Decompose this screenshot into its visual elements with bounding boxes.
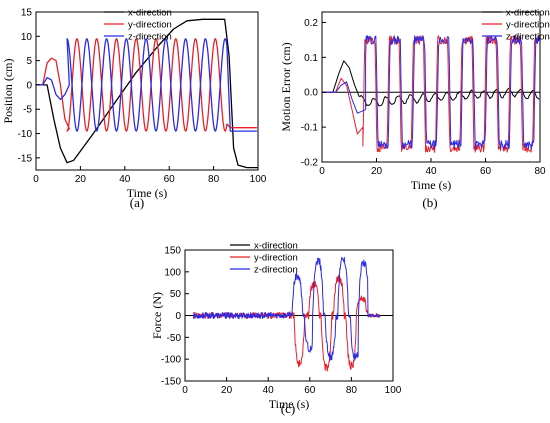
y-axis-label: Motion Error (cm) — [279, 42, 293, 131]
panel-label: (c) — [281, 401, 295, 416]
legend-label-y: y-direction — [506, 20, 550, 31]
x-tick-label: 60 — [480, 166, 492, 177]
y-tick-label: 150 — [164, 246, 181, 257]
series-line-z — [192, 256, 381, 361]
x-tick-label: 100 — [385, 385, 402, 396]
x-tick-label: 40 — [119, 174, 131, 185]
panel-a-position-chart: 0 20 40 60 80 100 -15 -10 -5 0 5 10 15 Time (s) Positi… — [1, 8, 267, 211]
x-tick-label: 40 — [425, 166, 437, 177]
y-tick-label: -10 — [18, 129, 33, 140]
y-tick-label: -0.1 — [301, 123, 319, 134]
series-line-y — [322, 35, 541, 153]
y-tick-label: 0 — [175, 311, 181, 322]
y-tick-label: 0 — [26, 80, 32, 91]
y-tick-label: 10 — [21, 32, 33, 43]
y-tick-label: 100 — [164, 267, 181, 278]
y-tick-label: 0.2 — [304, 18, 318, 29]
legend-label-y: y-direction — [128, 20, 172, 31]
x-tick-label: 80 — [208, 174, 220, 185]
y-tick-label: 5 — [26, 56, 32, 67]
y-tick-label: -100 — [161, 355, 181, 366]
plot-frame — [35, 11, 259, 171]
x-tick-label: 0 — [33, 174, 39, 185]
x-tick-label: 80 — [534, 166, 546, 177]
x-tick-label: 40 — [263, 385, 275, 396]
legend-label-z: z-direction — [506, 32, 550, 43]
x-tick-label: 100 — [250, 174, 267, 185]
panel-c-force-chart: 0 20 40 60 80 100 -150 -100 -50 0 50 100 150 Time (s)… — [150, 241, 402, 417]
panel-b-motion-error-chart: 0 20 40 60 80 -0.2 -0.1 0.0 0.1 0.2 Time (s) Motion… — [279, 8, 550, 211]
panel-label: (b) — [422, 195, 437, 210]
y-tick-label: 0.0 — [304, 88, 318, 99]
y-axis-label: Position (cm) — [1, 58, 15, 123]
y-tick-label: -150 — [161, 377, 181, 388]
y-tick-label: -5 — [23, 105, 32, 116]
legend-label-z: z-direction — [128, 32, 172, 43]
series-line-z — [36, 38, 257, 132]
x-tick-label: 0 — [319, 166, 325, 177]
x-tick-label: 60 — [304, 385, 316, 396]
x-tick-label: 20 — [75, 174, 87, 185]
legend-label-z: z-direction — [254, 265, 298, 276]
y-tick-label: -50 — [167, 333, 182, 344]
legend-label-y: y-direction — [254, 253, 298, 264]
y-axis-label: Force (N) — [150, 292, 164, 339]
legend-label-x: x-direction — [506, 8, 550, 19]
x-tick-label: 20 — [371, 166, 383, 177]
y-tick-label: -0.2 — [301, 158, 319, 169]
x-tick-label: 60 — [164, 174, 176, 185]
x-axis-label: Time (s) — [269, 397, 310, 411]
x-axis-label: Time (s) — [127, 186, 168, 200]
panel-label: (a) — [130, 195, 144, 210]
series-line-z — [322, 35, 541, 150]
x-tick-label: 80 — [346, 385, 358, 396]
y-tick-label: 50 — [170, 289, 182, 300]
y-tick-label: -15 — [18, 153, 33, 164]
y-tick-label: 15 — [21, 8, 33, 19]
series-line-x — [322, 60, 540, 107]
legend-label-x: x-direction — [254, 241, 298, 252]
series-line-y — [192, 274, 381, 372]
x-tick-label: 0 — [182, 385, 188, 396]
x-axis-label: Time (s) — [411, 178, 452, 192]
legend-label-x: x-direction — [128, 8, 172, 19]
x-tick-label: 20 — [221, 385, 233, 396]
y-tick-label: 0.1 — [304, 53, 318, 64]
